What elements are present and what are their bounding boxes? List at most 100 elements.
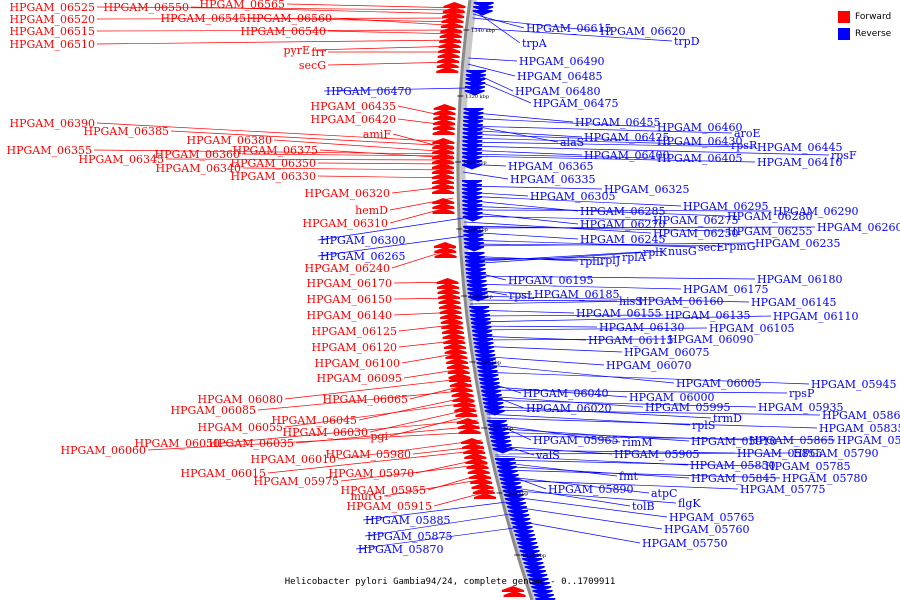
reverse-gene-label: rplK — [643, 246, 668, 259]
connector-line — [409, 383, 472, 400]
reverse-gene — [475, 358, 496, 364]
reverse-gene — [471, 326, 492, 332]
forward-gene — [431, 168, 454, 174]
connector-line — [493, 445, 613, 455]
reverse-gene — [514, 534, 535, 540]
forward-gene — [440, 22, 463, 28]
reverse-gene-label: rplL — [580, 255, 604, 268]
reverse-gene — [511, 522, 532, 528]
connector-line — [464, 117, 656, 128]
reverse-gene-label: HPGAM_06135 — [665, 309, 750, 322]
connector-line — [462, 171, 509, 180]
connector-line — [311, 45, 460, 51]
forward-gene-label: HPGAM_06380 — [187, 134, 272, 147]
reverse-gene — [494, 458, 515, 464]
forward-gene-label: HPGAM_06100 — [315, 357, 400, 370]
reverse-gene — [462, 156, 483, 162]
connector-line — [466, 251, 642, 263]
connector-line — [482, 389, 788, 394]
connector-line — [494, 449, 736, 454]
connector-line — [317, 162, 453, 165]
connector-line — [319, 149, 454, 159]
reverse-gene — [466, 276, 487, 282]
forward-gene — [438, 47, 461, 53]
reverse-gene — [486, 420, 507, 426]
reverse-gene-label: HPGAM_06275 — [653, 214, 738, 227]
reverse-gene-label: HPGAM_06620 — [600, 25, 685, 38]
forward-gene — [454, 406, 477, 412]
forward-gene — [432, 124, 455, 130]
reverse-gene — [469, 306, 490, 312]
reverse-gene-label: HPGAM_06335 — [510, 173, 595, 186]
forward-gene — [437, 288, 460, 294]
reverse-gene — [466, 284, 487, 290]
reverse-gene-label: trpA — [522, 37, 548, 50]
reverse-gene — [532, 590, 553, 596]
reverse-gene — [473, 2, 494, 8]
connector-line — [469, 295, 750, 303]
reverse-gene-label: HPGAM_06195 — [508, 274, 593, 287]
tick-label: 1300 kbp — [463, 160, 487, 166]
reverse-gene-label: HPGAM_05845 — [691, 472, 776, 485]
reverse-gene-label: HPGAM_05750 — [642, 537, 727, 550]
reverse-gene-label: HPGAM_06265 — [320, 250, 405, 263]
reverse-gene — [462, 124, 483, 130]
reverse-gene — [470, 318, 491, 324]
forward-gene-label: HPGAM_06545 — [161, 12, 246, 25]
reverse-gene-label: HPGAM_06105 — [709, 322, 794, 335]
reverse-gene-label: HPGAM_06155 — [576, 307, 661, 320]
reverse-gene — [500, 482, 521, 488]
forward-gene-label: HPGAM_06240 — [305, 262, 390, 275]
forward-gene — [436, 278, 459, 284]
reverse-gene — [462, 208, 483, 214]
forward-gene-label: frr — [311, 46, 326, 59]
reverse-gene — [462, 216, 483, 222]
reverse-gene-label: atpC — [651, 487, 677, 500]
reverse-gene — [488, 428, 509, 434]
reverse-gene — [497, 470, 518, 476]
legend-forward: Forward — [838, 8, 891, 25]
gene-labels: HPGAM_06525 HPGAM_06550 HPGAM_06565HPGAM_0… — [7, 0, 900, 556]
forward-gene — [432, 143, 455, 149]
connector-line — [165, 158, 453, 161]
forward-gene — [437, 57, 460, 63]
forward-gene — [441, 323, 464, 329]
reverse-gene — [462, 152, 483, 158]
connector-line — [397, 105, 455, 119]
connector-line — [472, 17, 599, 32]
tick-label: 1320 kbp — [465, 94, 489, 100]
reverse-gene-label: HPGAM_06305 — [530, 190, 615, 203]
connector-line — [476, 355, 605, 366]
reverse-gene-label: HPGAM_05785 — [765, 460, 850, 473]
reverse-gene — [519, 550, 540, 556]
forward-gene-label: HPGAM_06080 — [198, 393, 283, 406]
reverse-gene — [506, 506, 527, 512]
reverse-gene — [483, 402, 504, 408]
connector-line — [463, 155, 756, 163]
connector-line — [477, 363, 675, 384]
reverse-gene — [504, 498, 525, 504]
reverse-gene-label: HPGAM_06405 — [657, 152, 742, 165]
forward-gene — [451, 391, 474, 397]
forward-gene-label: HPGAM_06085 — [171, 404, 256, 417]
forward-gene-label: HPGAM_06565 — [200, 0, 285, 11]
connector-line — [467, 63, 516, 77]
reverse-gene-label: alaS — [560, 136, 584, 149]
legend-forward-label: Forward — [855, 11, 892, 22]
reverse-gene — [466, 70, 487, 76]
reverse-gene — [531, 586, 552, 592]
reverse-gene-label: HPGAM_06365 — [508, 160, 593, 173]
reverse-gene — [484, 406, 505, 412]
reverse-gene — [464, 252, 485, 258]
connector-line — [96, 6, 464, 11]
reverse-gene-label: HPGAM_05780 — [782, 472, 867, 485]
reverse-gene-label: HPGAM_05865 — [749, 434, 834, 447]
connector-line — [489, 427, 690, 442]
forward-gene — [471, 483, 494, 489]
connector-line — [393, 311, 461, 316]
forward-gene-label: HPGAM_06375 — [233, 144, 318, 157]
reverse-gene-label: HPGAM_06180 — [757, 273, 842, 286]
forward-gene-label: HPGAM_06330 — [231, 170, 316, 183]
reverse-gene-label: HPGAM_06280 — [727, 210, 812, 223]
connector-line — [96, 122, 454, 143]
